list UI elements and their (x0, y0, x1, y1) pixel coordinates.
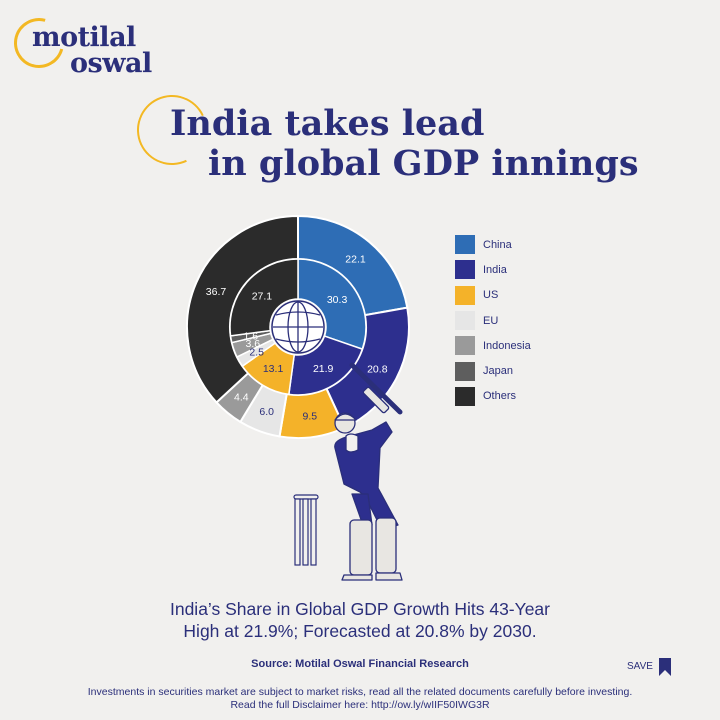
outer-ring-label-indonesia: 4.4 (234, 391, 249, 403)
legend-swatch (455, 336, 475, 356)
legend-label: EU (483, 314, 499, 327)
outer-ring-label-china: 22.1 (345, 253, 366, 265)
inner-ring-slice-china (297, 258, 367, 351)
legend-swatch (455, 386, 475, 406)
title-line-1: India takes lead (170, 103, 485, 144)
inner-ring-label-indonesia: 3.6 (246, 338, 261, 350)
legend-swatch (455, 361, 475, 381)
logo-text-line1: motilal (32, 22, 136, 53)
outer-ring-label-india: 20.8 (367, 363, 388, 375)
title-line-2: in global GDP innings (208, 143, 639, 184)
legend-label: US (483, 289, 499, 302)
source-note: Source: Motilal Oswal Financial Research (251, 658, 469, 670)
inner-ring-label-japan: 1.6 (243, 331, 258, 343)
inner-ring-slice-india (288, 335, 364, 396)
legend-label: Indonesia (483, 339, 531, 352)
legend-swatch (455, 311, 475, 331)
legend-label: China (483, 238, 512, 251)
legend-item-india: India (455, 257, 531, 282)
legend-item-japan: Japan (455, 358, 531, 383)
outer-ring-label-eu: 6.0 (259, 406, 274, 418)
bookmark-icon[interactable] (658, 658, 672, 676)
inner-ring-label-india: 21.9 (313, 363, 334, 375)
inner-ring-label-china: 30.3 (327, 294, 348, 306)
logo-text-line2: oswal (70, 48, 152, 79)
legend-swatch (455, 260, 475, 280)
inner-ring-slice-others (229, 258, 299, 337)
chart-legend: China India US EU Indonesia Japan Others (455, 232, 531, 409)
globe-icon (271, 300, 325, 354)
legend-label: Others (483, 390, 517, 403)
save-button[interactable]: SAVE (627, 661, 653, 672)
legend-item-eu: EU (455, 308, 531, 333)
disclaimer-line-1: Investments in securities market are sub… (87, 686, 633, 698)
inner-ring-label-eu: 2.5 (249, 346, 264, 358)
legend-item-us: US (455, 283, 531, 308)
brand-logo: motilal oswal (4, 8, 164, 79)
outer-ring-label-others: 36.7 (206, 286, 227, 298)
disclaimer: Investments in securities market are sub… (0, 686, 720, 712)
legend-swatch (455, 235, 475, 255)
stumps-illustration (293, 494, 319, 566)
legend-item-indonesia: Indonesia (455, 333, 531, 358)
chart-subtitle: India’s Share in Global GDP Growth Hits … (0, 598, 720, 642)
legend-swatch (455, 285, 475, 305)
legend-label: Japan (483, 365, 513, 378)
inner-ring-label-others: 27.1 (252, 290, 273, 302)
subtitle-line-1: India’s Share in Global GDP Growth Hits … (169, 599, 550, 619)
cricket-batsman-illustration (334, 362, 403, 581)
legend-label: India (483, 263, 507, 276)
outer-ring-label-us: 9.5 (303, 411, 318, 423)
disclaimer-line-2: Read the full Disclaimer here: http://ow… (230, 699, 490, 711)
legend-item-others: Others (455, 384, 531, 409)
inner-ring-label-us: 13.1 (263, 363, 284, 375)
subtitle-line-2: High at 21.9%; Forecasted at 20.8% by 20… (183, 621, 537, 641)
legend-item-china: China (455, 232, 531, 257)
